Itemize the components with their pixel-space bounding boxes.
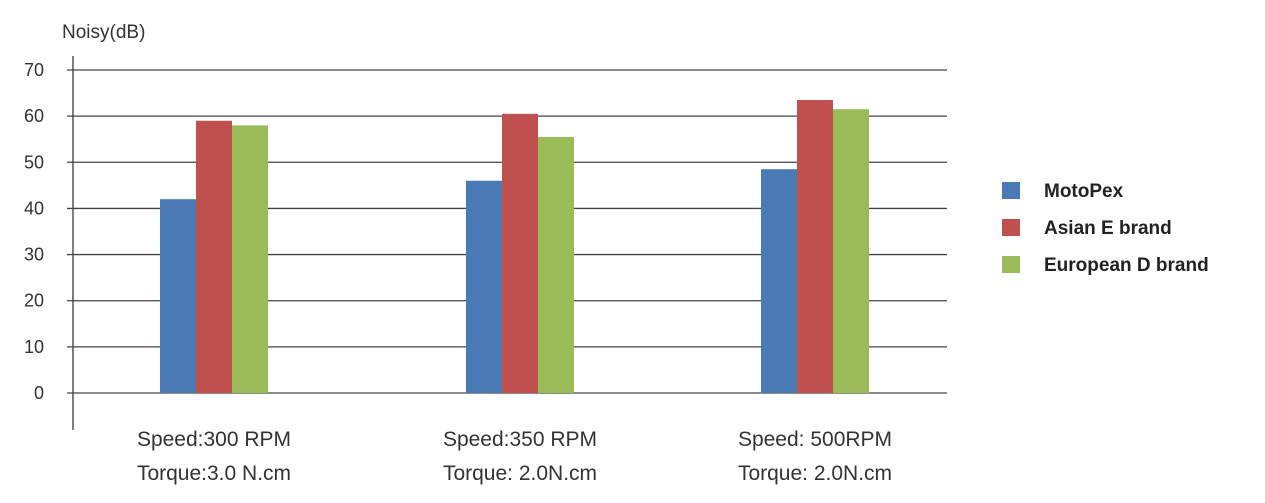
bar-european-d-brand bbox=[538, 136, 574, 393]
y-ticks: 0 10 20 30 40 50 60 70 bbox=[24, 60, 44, 403]
category-label-torque: Torque:3.0 N.cm bbox=[137, 462, 291, 485]
legend-label: Asian E brand bbox=[1044, 218, 1172, 239]
y-axis-label: Noisy(dB) bbox=[62, 22, 145, 43]
bar-asian-e-brand bbox=[502, 113, 538, 393]
y-tick-label: 50 bbox=[24, 152, 44, 172]
y-tick-label: 70 bbox=[24, 60, 44, 80]
legend-swatch bbox=[1002, 182, 1020, 199]
bar-motopex bbox=[466, 180, 502, 393]
y-tick-label: 30 bbox=[24, 245, 44, 265]
category-label-speed: Speed:300 RPM bbox=[137, 428, 291, 451]
bar-motopex bbox=[160, 199, 196, 393]
y-tick-label: 60 bbox=[24, 106, 44, 126]
bar-asian-e-brand bbox=[797, 99, 833, 393]
bars bbox=[160, 99, 869, 393]
y-tick-label: 10 bbox=[24, 337, 44, 357]
bar-asian-e-brand bbox=[196, 120, 232, 393]
category-label-torque: Torque: 2.0N.cm bbox=[443, 462, 597, 485]
legend-label: European D brand bbox=[1044, 255, 1209, 276]
y-tick-label: 40 bbox=[24, 198, 44, 218]
legend-swatch bbox=[1002, 256, 1020, 273]
y-tick-label: 0 bbox=[34, 383, 44, 403]
legend: MotoPex Asian E brand European D brand bbox=[1002, 181, 1209, 276]
legend-swatch bbox=[1002, 219, 1020, 236]
category-label-torque: Torque: 2.0N.cm bbox=[738, 462, 892, 485]
x-category-labels: Speed:300 RPM Torque:3.0 N.cm Speed:350 RP… bbox=[137, 428, 892, 485]
bar-motopex bbox=[761, 169, 797, 393]
category-label-speed: Speed:350 RPM bbox=[443, 428, 597, 451]
y-tick-label: 20 bbox=[24, 291, 44, 311]
legend-label: MotoPex bbox=[1044, 181, 1124, 202]
category-label-speed: Speed: 500RPM bbox=[738, 428, 892, 451]
bar-european-d-brand bbox=[232, 125, 268, 393]
bar-european-d-brand bbox=[833, 109, 869, 393]
